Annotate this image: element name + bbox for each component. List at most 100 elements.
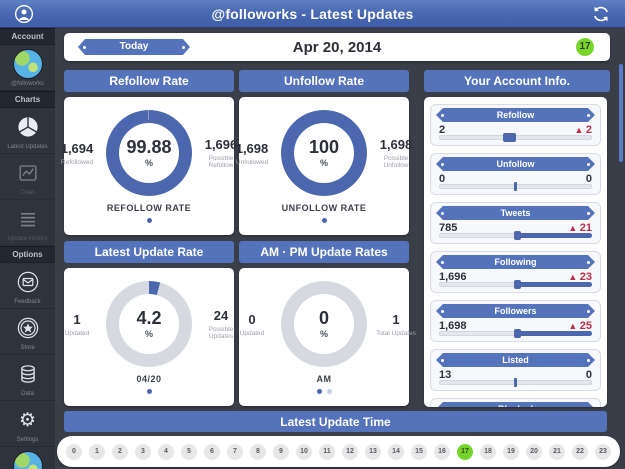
slider-thumb[interactable] <box>514 378 517 387</box>
sidebar-item-store[interactable]: Store <box>0 309 55 355</box>
stat-slider[interactable] <box>439 378 592 387</box>
hour-circle[interactable]: 11 <box>319 443 335 460</box>
hour-circle[interactable]: 6 <box>204 443 220 460</box>
sidebar-item-followorks[interactable]: Followorks <box>0 447 55 469</box>
am-updated-count: 0 <box>248 311 256 327</box>
account-stat-header[interactable]: Listed <box>436 353 595 367</box>
page-dot[interactable] <box>316 389 322 394</box>
stat-slider[interactable] <box>439 280 592 289</box>
slider-thumb[interactable] <box>503 133 517 142</box>
hour-circle[interactable]: 20 <box>526 443 542 460</box>
hour-circle[interactable]: 21 <box>549 443 565 460</box>
account-stat-header[interactable]: Unfollow <box>436 157 595 171</box>
account-stat-header[interactable]: Blocked <box>436 402 595 407</box>
account-stat-row: Unfollow 0 ▲ 0 <box>430 153 601 195</box>
hour-circle[interactable]: 4 <box>158 443 174 460</box>
hour-circle[interactable]: 5 <box>181 443 197 460</box>
delta-up-icon: ▲ <box>574 125 586 135</box>
stat-value: 2 <box>439 124 446 136</box>
header-refollow-rate: Refollow Rate <box>64 70 234 92</box>
hour-circle[interactable]: 3 <box>135 443 151 460</box>
stat-value: 1,698 <box>439 320 467 332</box>
header-am-pm-update-rates: AM · PM Update Rates <box>239 241 409 263</box>
unfollow-caption: UNFOLLOW RATE <box>281 203 367 213</box>
account-info-panel: Refollow 2 ▲ 2 Unfollow 0 ▲ 0 <box>424 97 607 407</box>
hour-circle[interactable]: 9 <box>273 443 289 460</box>
stat-slider[interactable] <box>439 182 592 191</box>
page-dot[interactable] <box>321 218 327 223</box>
followorks-app-icon <box>12 451 43 469</box>
account-stat-header[interactable]: Followers <box>436 304 595 318</box>
hour-circle[interactable]: 0 <box>66 443 82 460</box>
account-stat-header[interactable]: Tweets <box>436 206 595 220</box>
stat-slider[interactable] <box>439 329 592 338</box>
page-dot[interactable] <box>146 389 152 394</box>
scrollbar-thumb[interactable] <box>619 64 623 162</box>
stat-slider[interactable] <box>439 231 592 240</box>
sidebar-item-data[interactable]: Data <box>0 355 55 401</box>
total-updates-count: 1 <box>392 311 400 327</box>
delta-up-icon: ▲ <box>568 272 580 282</box>
hour-circle[interactable]: 1 <box>89 443 105 460</box>
hour-circle[interactable]: 10 <box>296 443 312 460</box>
sidebar-item-feedback[interactable]: Feedback <box>0 263 55 309</box>
page-dot[interactable] <box>146 218 152 223</box>
slider-thumb[interactable] <box>514 182 517 191</box>
hour-circle[interactable]: 12 <box>342 443 358 460</box>
hour-circle[interactable]: 13 <box>365 443 381 460</box>
account-stat-header[interactable]: Refollow <box>436 108 595 122</box>
hour-circle[interactable]: 16 <box>434 443 450 460</box>
sidebar-item-latest-updates[interactable]: Latest Updates <box>0 108 55 154</box>
hour-circle[interactable]: 14 <box>388 443 404 460</box>
refresh-icon[interactable] <box>591 4 611 24</box>
header-latest-update-time: Latest Update Time <box>64 411 607 432</box>
page-dots <box>321 218 327 223</box>
slider-thumb[interactable] <box>513 329 592 338</box>
page-dots <box>146 389 152 394</box>
stat-value: 785 <box>439 222 458 234</box>
hour-circle[interactable]: 7 <box>227 443 243 460</box>
hour-circle[interactable]: 18 <box>480 443 496 460</box>
stat-delta: ▲ 0 <box>585 369 592 381</box>
hour-circle[interactable]: 8 <box>250 443 266 460</box>
sidebar-item-account[interactable]: @followorks <box>0 45 55 91</box>
hour-circle[interactable]: 22 <box>572 443 588 460</box>
sidebar-section-account: Account <box>0 28 55 45</box>
stat-value: 13 <box>439 369 452 381</box>
header-account-info: Your Account Info. <box>424 70 610 92</box>
latest-update-caption: 04/20 <box>136 374 162 384</box>
am-pm-donut-chart: 0 % <box>281 281 367 367</box>
possible-updates-count: 24 <box>213 308 229 323</box>
stat-slider[interactable] <box>439 133 592 142</box>
unfollow-rate-card: 1,698 Unfollowed 100 % 1,698 Possible Un… <box>236 97 412 235</box>
date-badge[interactable]: 17 <box>576 38 594 56</box>
page-dot[interactable] <box>326 389 332 394</box>
refollow-rate-card: 1,694 Refollowed 99.88 % 1,696 Possible … <box>61 97 237 235</box>
page-dots <box>316 389 332 394</box>
header-latest-update-rate: Latest Update Rate <box>64 241 234 263</box>
sidebar-section-charts: Charts <box>0 91 55 108</box>
hour-circle[interactable]: 23 <box>595 443 611 460</box>
hour-circle[interactable]: 19 <box>503 443 519 460</box>
profile-icon[interactable] <box>14 4 34 24</box>
delta-up-icon: ▲ <box>568 223 580 233</box>
sidebar-item-chart[interactable]: Chart <box>0 154 55 200</box>
sidebar-item-settings[interactable]: ⚙ Settings <box>0 401 55 447</box>
date-bar: Today Apr 20, 2014 17 <box>64 33 610 61</box>
today-button[interactable]: Today <box>78 39 190 55</box>
possible-unfollow-count: 1,698 <box>379 137 413 152</box>
hour-circle[interactable]: 15 <box>411 443 427 460</box>
hour-circle[interactable]: 17 <box>457 443 473 460</box>
hour-circle[interactable]: 2 <box>112 443 128 460</box>
slider-thumb[interactable] <box>513 231 592 240</box>
account-stat-row: Blocked ▲ <box>430 398 601 407</box>
stat-delta: ▲ 21 <box>568 222 592 234</box>
line-chart-icon <box>13 158 43 188</box>
slider-thumb[interactable] <box>513 280 592 289</box>
page-dots <box>146 218 152 223</box>
latest-update-rate-card: 1 Updated 4.2 % 24 Possible Updates 04/2… <box>64 268 234 406</box>
top-bar: @followorks - Latest Updates <box>0 0 625 28</box>
account-stat-header[interactable]: Following <box>436 255 595 269</box>
sidebar-item-update-history[interactable]: Update History <box>0 200 55 246</box>
